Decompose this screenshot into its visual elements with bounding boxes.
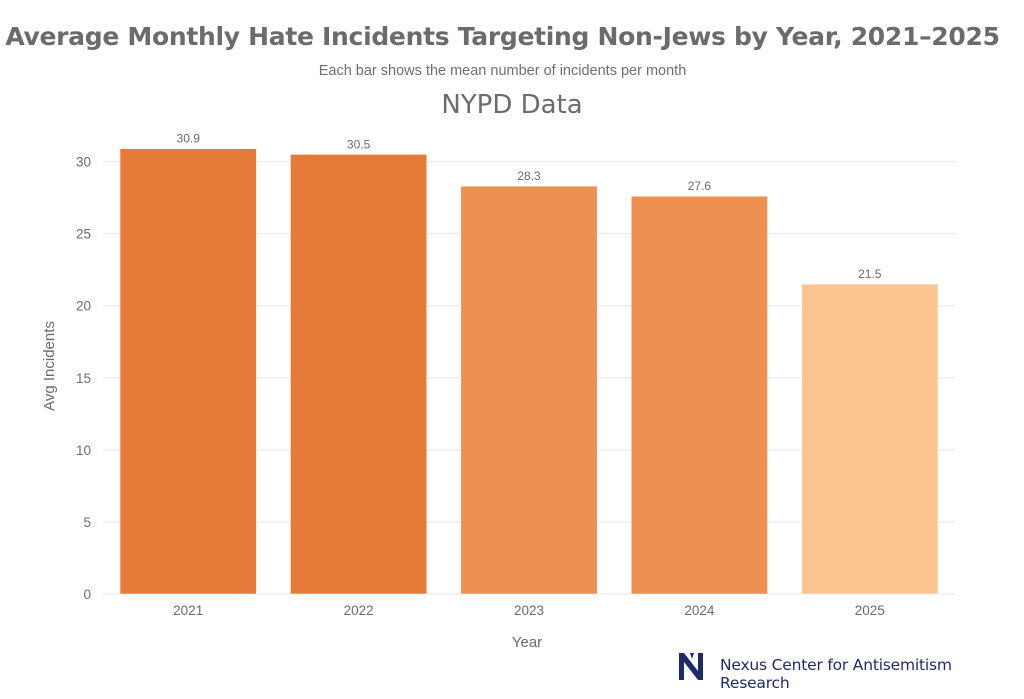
y-tick-label: 30 <box>76 155 91 170</box>
data-label: 30.5 <box>347 137 371 151</box>
bar-2023 <box>460 185 598 595</box>
y-tick-label: 25 <box>76 227 91 242</box>
data-labels: 30.9 30.5 28.3 27.6 21.5 <box>177 132 882 281</box>
y-axis-ticks: 0 5 10 15 20 25 30 <box>76 155 91 602</box>
data-label: 21.5 <box>858 267 882 281</box>
nexus-logo-icon <box>679 653 703 680</box>
y-tick-label: 15 <box>76 371 91 386</box>
y-axis-title: Avg Incidents <box>41 321 58 411</box>
logo-accent <box>690 653 694 659</box>
x-tick-label: 2024 <box>684 603 715 618</box>
chart-title: Average Monthly Hate Incidents Targeting… <box>5 22 1000 51</box>
logo-n-shape <box>679 653 703 680</box>
x-tick-label: 2021 <box>173 603 203 618</box>
footer-org-name: Nexus Center for Antisemitism Research <box>720 656 952 692</box>
bar-2024 <box>630 195 768 595</box>
data-label: 28.3 <box>517 169 541 183</box>
y-tick-label: 20 <box>76 299 91 314</box>
bar-2025 <box>801 283 939 595</box>
y-tick-label: 0 <box>83 587 91 602</box>
data-label: 30.9 <box>177 132 201 146</box>
bars <box>119 148 939 595</box>
y-tick-label: 10 <box>76 443 91 458</box>
x-tick-label: 2025 <box>855 603 885 618</box>
bar-2021 <box>119 148 257 595</box>
x-axis-ticks: 2021 2022 2023 2024 2025 <box>173 603 885 618</box>
panel-title: NYPD Data <box>441 90 583 120</box>
x-tick-label: 2023 <box>514 603 544 618</box>
x-tick-label: 2022 <box>344 603 374 618</box>
data-label: 27.6 <box>688 179 712 193</box>
x-axis-title: Year <box>512 634 542 651</box>
chart-subtitle: Each bar shows the mean number of incide… <box>318 63 687 79</box>
y-tick-label: 5 <box>83 515 91 530</box>
bar-2022 <box>290 154 428 595</box>
